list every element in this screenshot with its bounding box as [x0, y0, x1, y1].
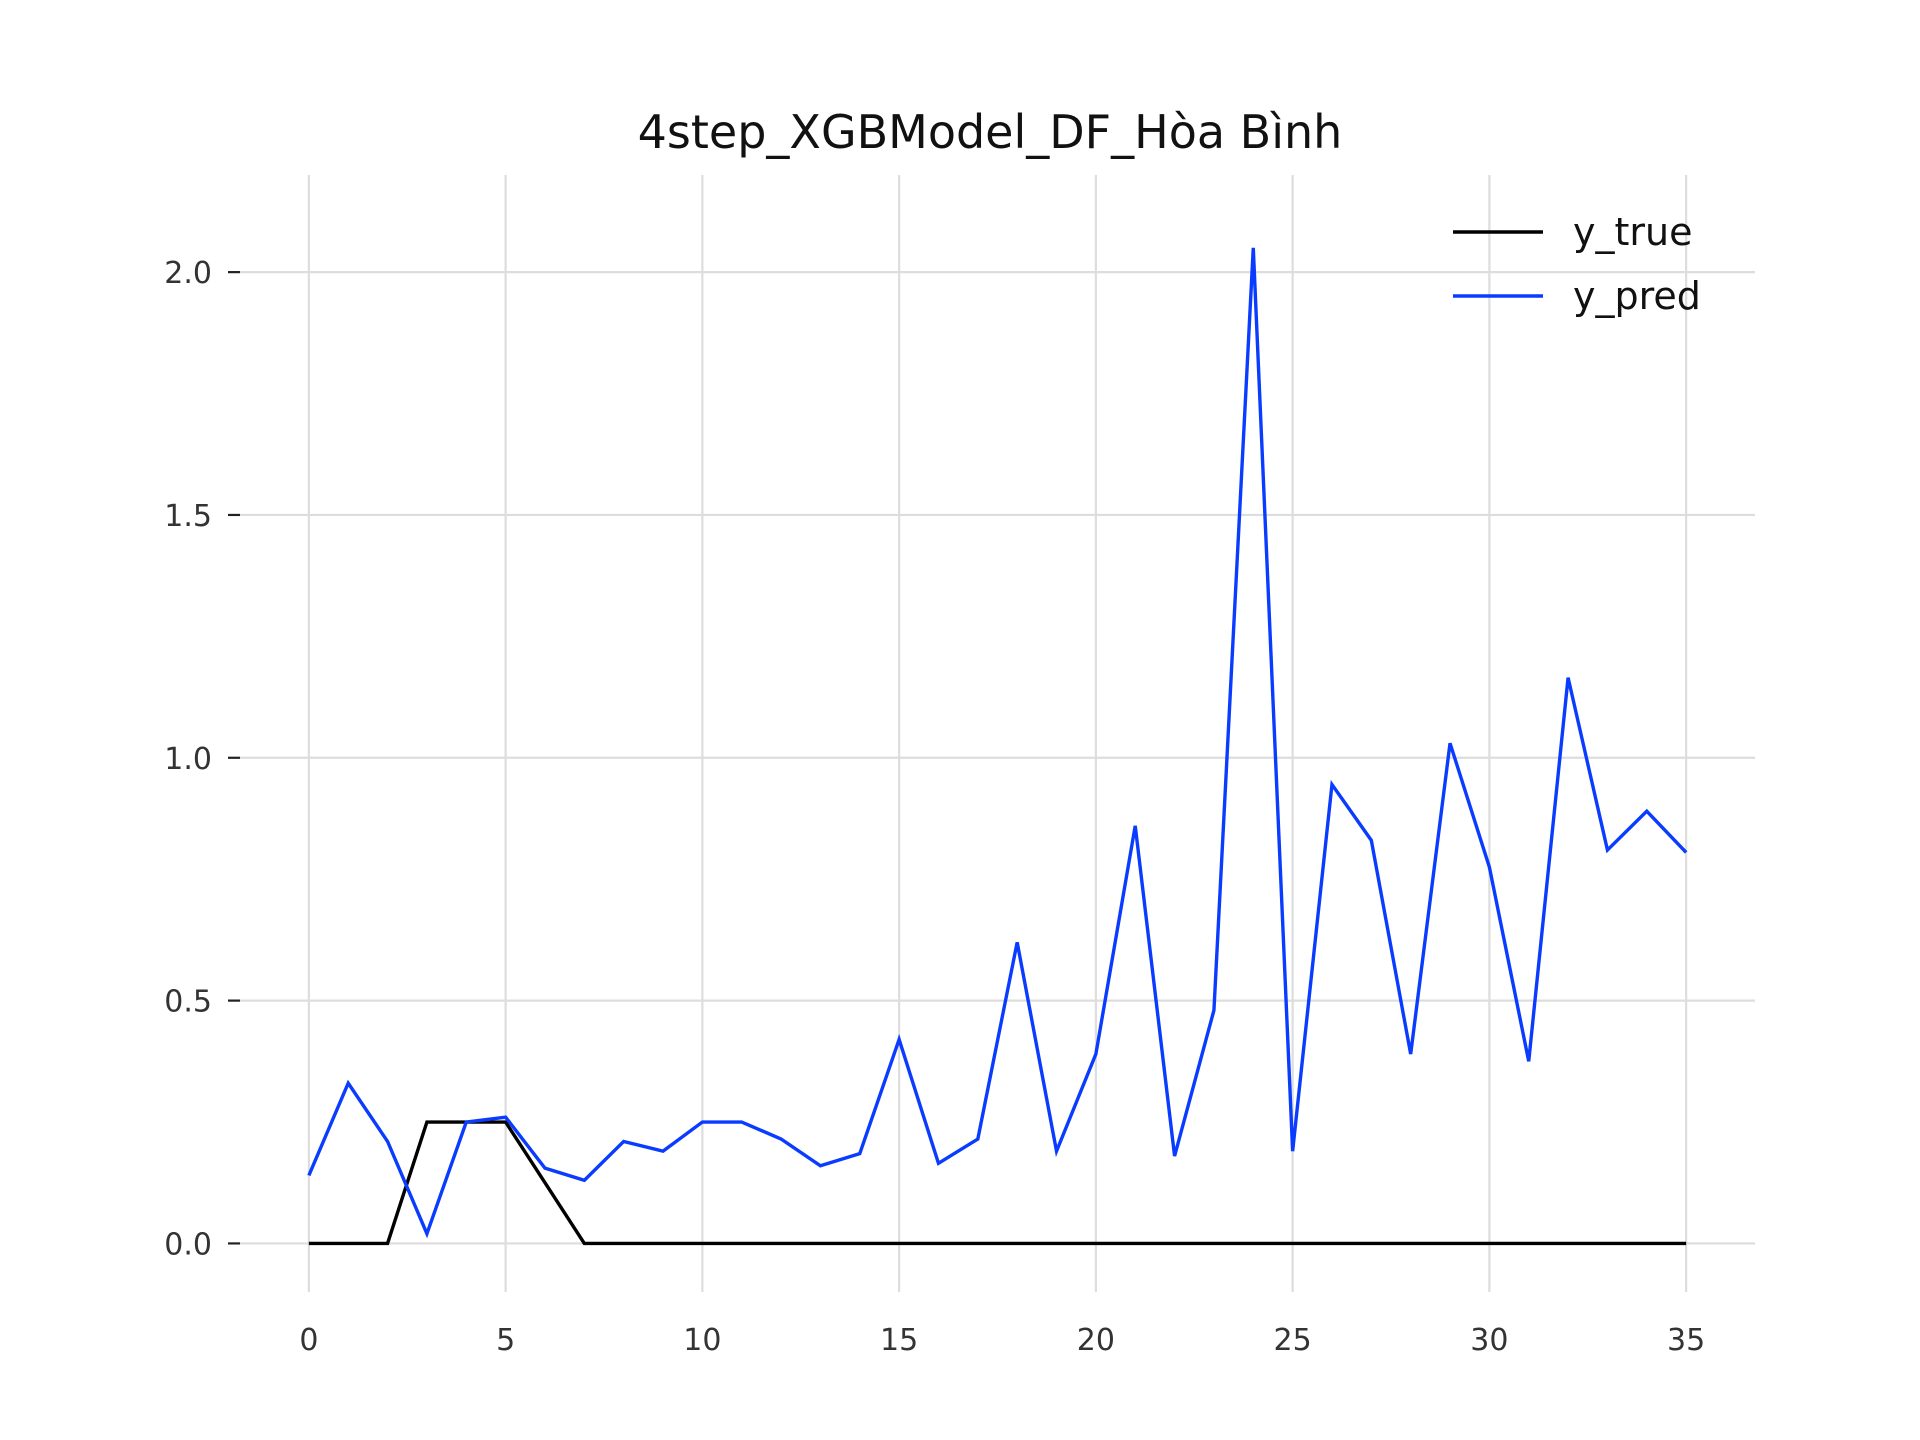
- y-tick-label: 1.5: [164, 499, 212, 534]
- legend: y_true y_pred: [1453, 210, 1701, 318]
- y-tick-label: 0.5: [164, 985, 212, 1020]
- series-line-y-pred: [307, 247, 1688, 1239]
- x-tick-label: 15: [880, 1323, 918, 1358]
- x-tick-label: 35: [1667, 1323, 1705, 1358]
- x-tick-label: 10: [683, 1323, 721, 1358]
- x-tick-label: 30: [1470, 1323, 1508, 1358]
- x-tick-label: 20: [1077, 1323, 1115, 1358]
- y-tick-label: 1.0: [164, 742, 212, 777]
- legend-label-y-pred: y_pred: [1573, 274, 1701, 318]
- chart-title: 4step_XGBModel_DF_Hòa Bình: [638, 105, 1343, 159]
- x-tick-label: 0: [299, 1323, 318, 1358]
- series-layer: [307, 247, 1688, 1246]
- x-tick-label: 25: [1274, 1323, 1312, 1358]
- axis-ticks: 0 5 10 15 20 25 30 35 0.0 0.5 1.0 1.5 2.0: [164, 256, 1705, 1358]
- y-tick-label: 2.0: [164, 256, 212, 291]
- series-line-y-true: [308, 1120, 1687, 1246]
- legend-label-y-true: y_true: [1573, 210, 1692, 254]
- y-tick-label: 0.0: [164, 1227, 212, 1262]
- x-tick-label: 5: [496, 1323, 515, 1358]
- grid: [240, 175, 1755, 1292]
